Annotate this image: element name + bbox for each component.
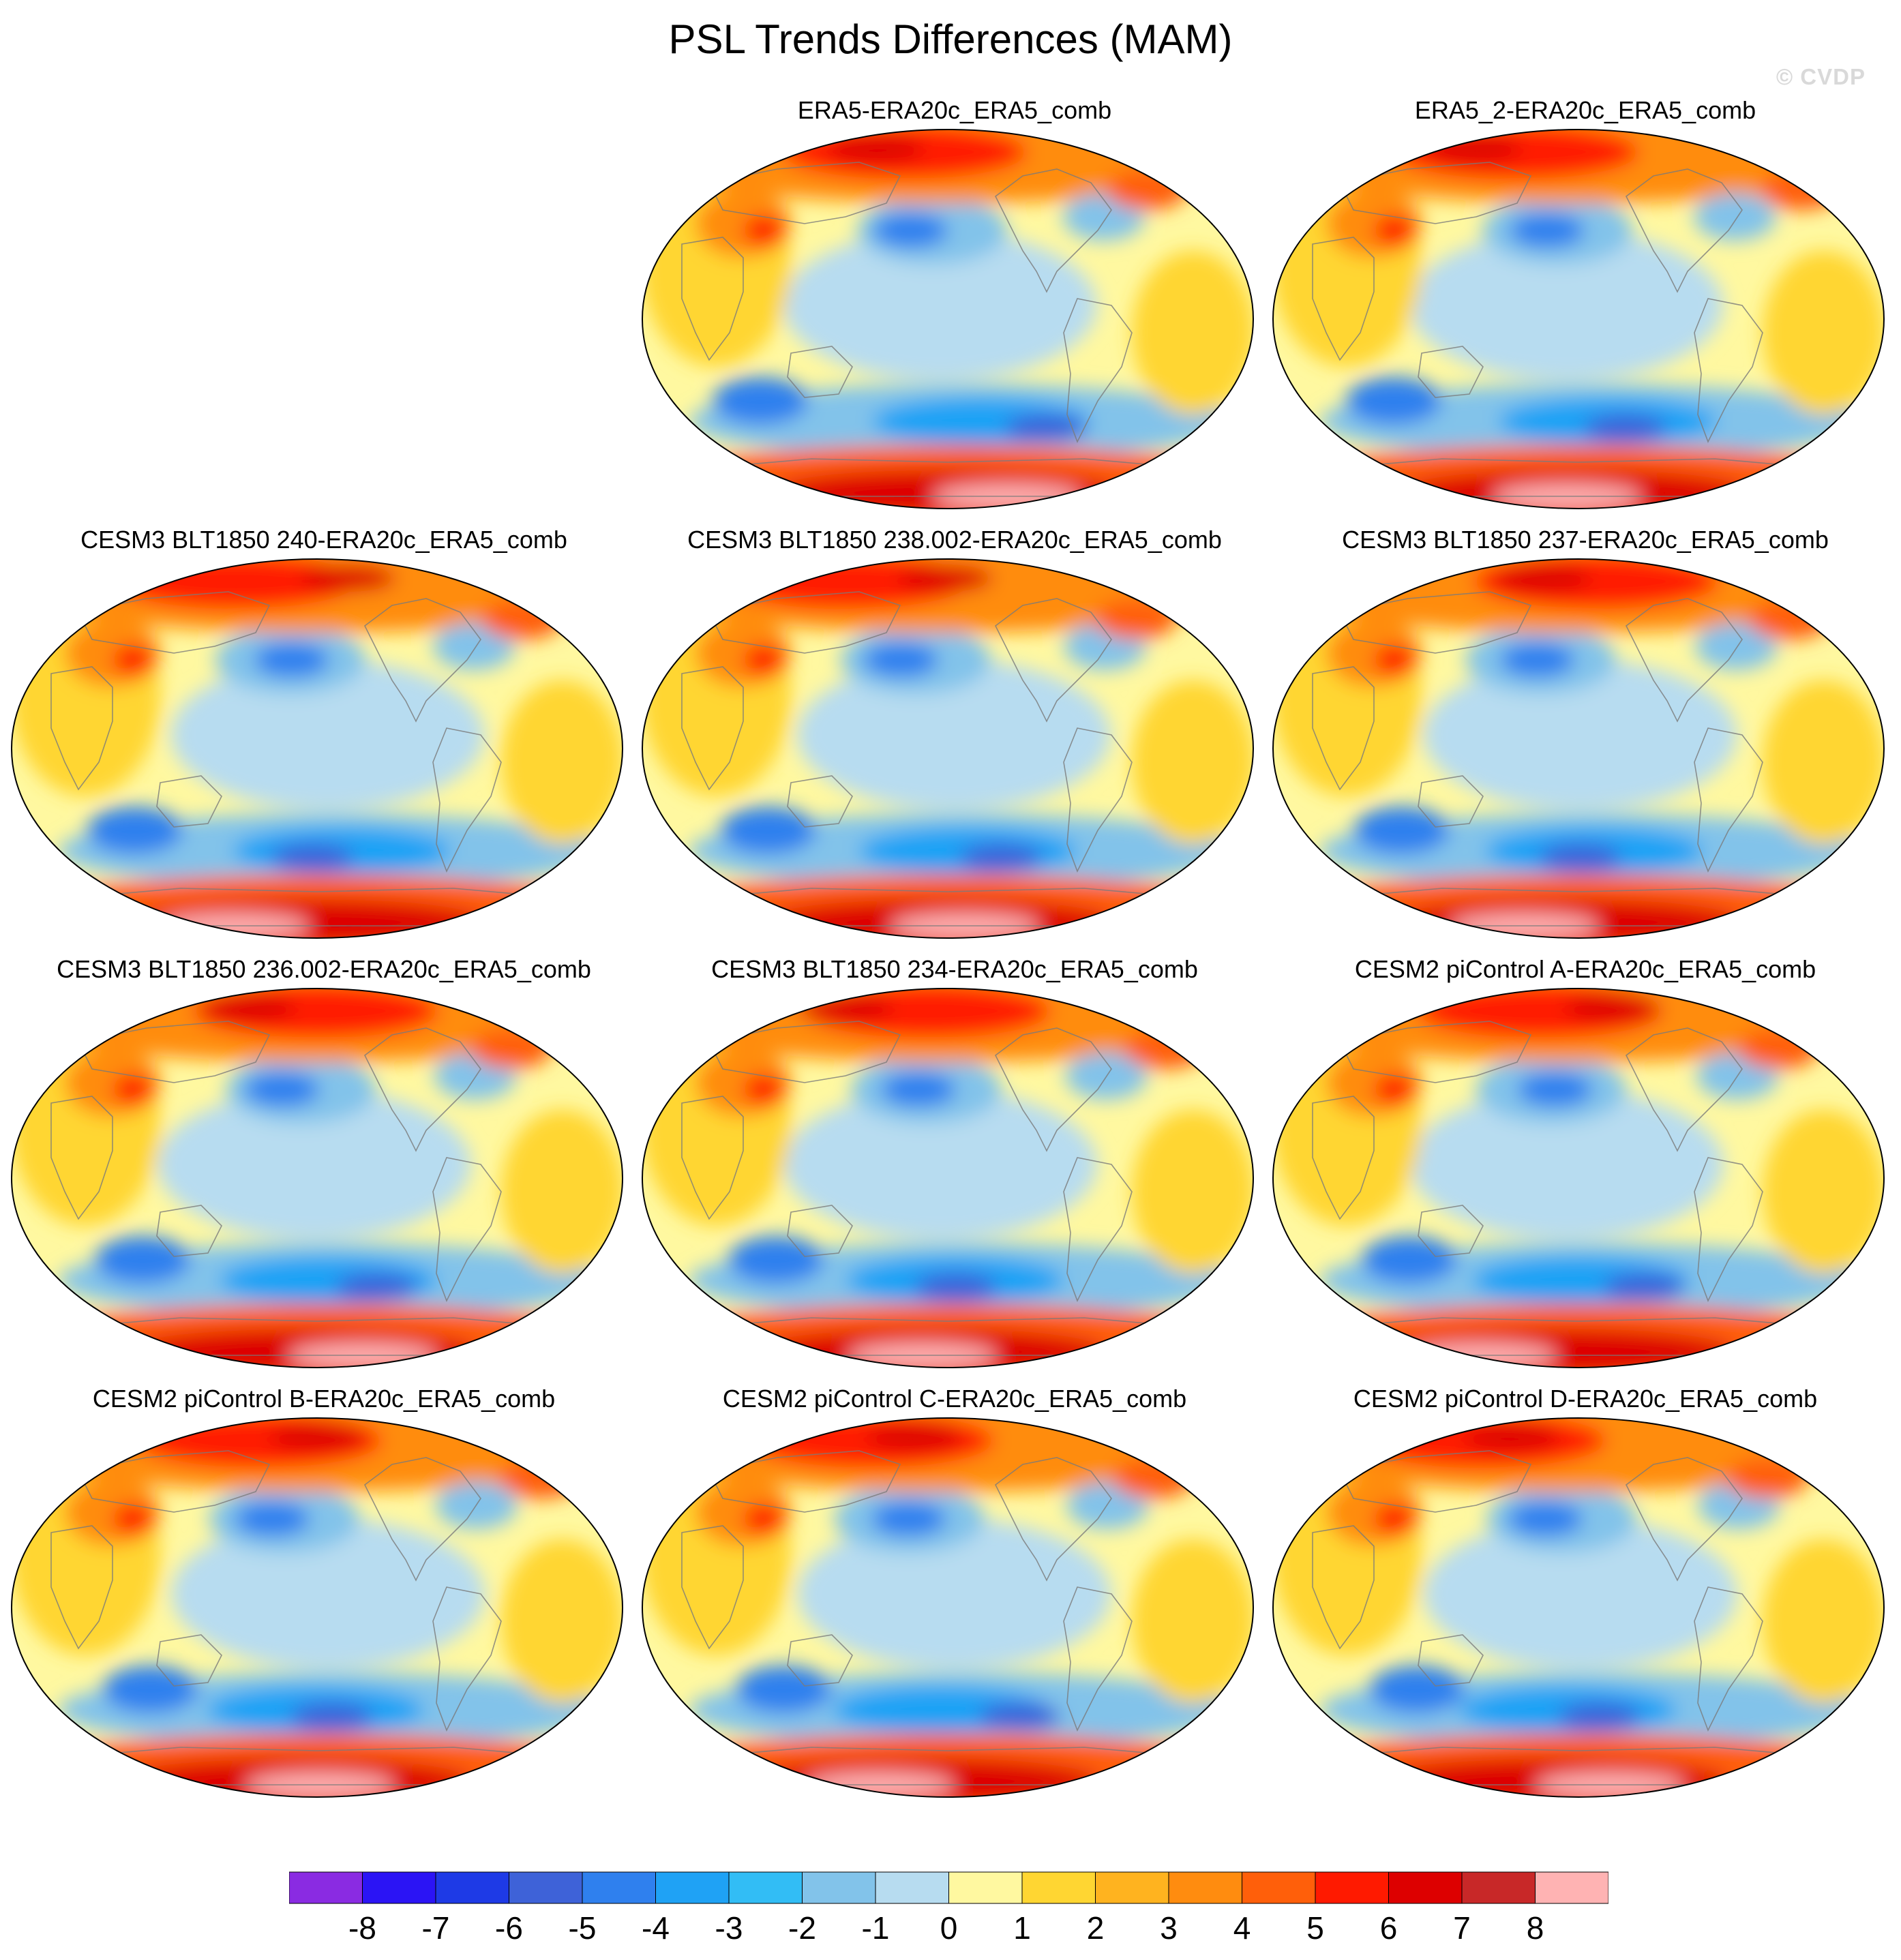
panel-title: CESM3 BLT1850 234-ERA20c_ERA5_comb (711, 955, 1198, 983)
trend-map (11, 1417, 623, 1798)
map-panel: CESM3 BLT1850 234-ERA20c_ERA5_comb (641, 954, 1268, 1368)
colorbar-tick-label: -7 (421, 1910, 450, 1946)
colorbar-box (1168, 1871, 1242, 1904)
colorbar-tick-label: 3 (1160, 1910, 1178, 1946)
panel-title: CESM3 BLT1850 238.002-ERA20c_ERA5_comb (687, 526, 1222, 554)
colorbar-box (509, 1871, 583, 1904)
panel-title: CESM2 piControl C-ERA20c_ERA5_comb (722, 1385, 1187, 1413)
trend-map (1272, 988, 1885, 1368)
map-panel: CESM2 piControl B-ERA20c_ERA5_comb (10, 1384, 638, 1798)
trend-map (11, 558, 623, 939)
colorbar-box (1535, 1871, 1608, 1904)
trend-map (642, 558, 1254, 939)
colorbar-box (875, 1871, 949, 1904)
colorbar-tick-label: 4 (1233, 1910, 1251, 1946)
colorbar-box (1388, 1871, 1463, 1904)
trend-map (11, 988, 623, 1368)
colorbar-tick-label: 6 (1379, 1910, 1398, 1946)
colorbar-tick-label: 2 (1086, 1910, 1105, 1946)
colorbar-tick-label: -2 (788, 1910, 816, 1946)
colorbar-tick-label: -5 (568, 1910, 597, 1946)
map-panel: CESM3 BLT1850 238.002-ERA20c_ERA5_comb (641, 525, 1268, 939)
colorbar-box (728, 1871, 803, 1904)
trend-map (642, 1417, 1254, 1798)
map-panel: CESM3 BLT1850 240-ERA20c_ERA5_comb (10, 525, 638, 939)
colorbar-box (802, 1871, 876, 1904)
colorbar-tick-label: 7 (1453, 1910, 1471, 1946)
colorbar-box (1095, 1871, 1169, 1904)
panel-title: CESM2 piControl A-ERA20c_ERA5_comb (1354, 955, 1816, 983)
colorbar-box (948, 1871, 1023, 1904)
colorbar-box (655, 1871, 730, 1904)
colorbar-tick-label: 0 (940, 1910, 958, 1946)
colorbar-tick-label: 1 (1013, 1910, 1031, 1946)
panel-title: CESM3 BLT1850 237-ERA20c_ERA5_comb (1342, 526, 1829, 554)
map-panel: CESM3 BLT1850 237-ERA20c_ERA5_comb (1272, 525, 1899, 939)
colorbar-tick-label: 8 (1526, 1910, 1544, 1946)
map-panel: CESM2 piControl A-ERA20c_ERA5_comb (1272, 954, 1899, 1368)
colorbar-tick-label: -6 (495, 1910, 523, 1946)
trend-map (1272, 129, 1885, 509)
colorbar-box (362, 1871, 436, 1904)
map-panel: ERA5_2-ERA20c_ERA5_comb (1272, 95, 1899, 509)
map-panel: CESM2 piControl C-ERA20c_ERA5_comb (641, 1384, 1268, 1798)
panel-title: CESM2 piControl D-ERA20c_ERA5_comb (1353, 1385, 1818, 1413)
map-panel: CESM3 BLT1850 236.002-ERA20c_ERA5_comb (10, 954, 638, 1368)
colorbar-box (1461, 1871, 1536, 1904)
colorbar-box (1315, 1871, 1389, 1904)
colorbar-box (1021, 1871, 1096, 1904)
cvdp-watermark: © CVDP (1776, 64, 1866, 89)
colorbar-tick-label: -8 (348, 1910, 376, 1946)
colorbar-box (1242, 1871, 1316, 1904)
figure-title: PSL Trends Differences (MAM) (668, 16, 1233, 62)
colorbar-tick-label: -1 (861, 1910, 890, 1946)
trend-map (642, 988, 1254, 1368)
trend-map (1272, 558, 1885, 939)
colorbar (289, 1871, 1608, 1904)
trend-map (1272, 1417, 1885, 1798)
colorbar-boxes (289, 1871, 1608, 1904)
colorbar-box (435, 1871, 509, 1904)
panel-title: CESM3 BLT1850 236.002-ERA20c_ERA5_comb (57, 955, 591, 983)
map-panel: ERA5-ERA20c_ERA5_comb (641, 95, 1268, 509)
colorbar-box (289, 1871, 363, 1904)
panel-title: CESM3 BLT1850 240-ERA20c_ERA5_comb (80, 526, 567, 554)
colorbar-tick-label: -4 (642, 1910, 670, 1946)
panel-title: CESM2 piControl B-ERA20c_ERA5_comb (92, 1385, 556, 1413)
colorbar-tick-label: 5 (1306, 1910, 1324, 1946)
colorbar-tick-label: -3 (715, 1910, 743, 1946)
map-panel: CESM2 piControl D-ERA20c_ERA5_comb (1272, 1384, 1899, 1798)
colorbar-box (582, 1871, 656, 1904)
panel-title: ERA5_2-ERA20c_ERA5_comb (1414, 96, 1756, 124)
panel-title: ERA5-ERA20c_ERA5_comb (797, 96, 1112, 124)
trend-map (642, 129, 1254, 509)
